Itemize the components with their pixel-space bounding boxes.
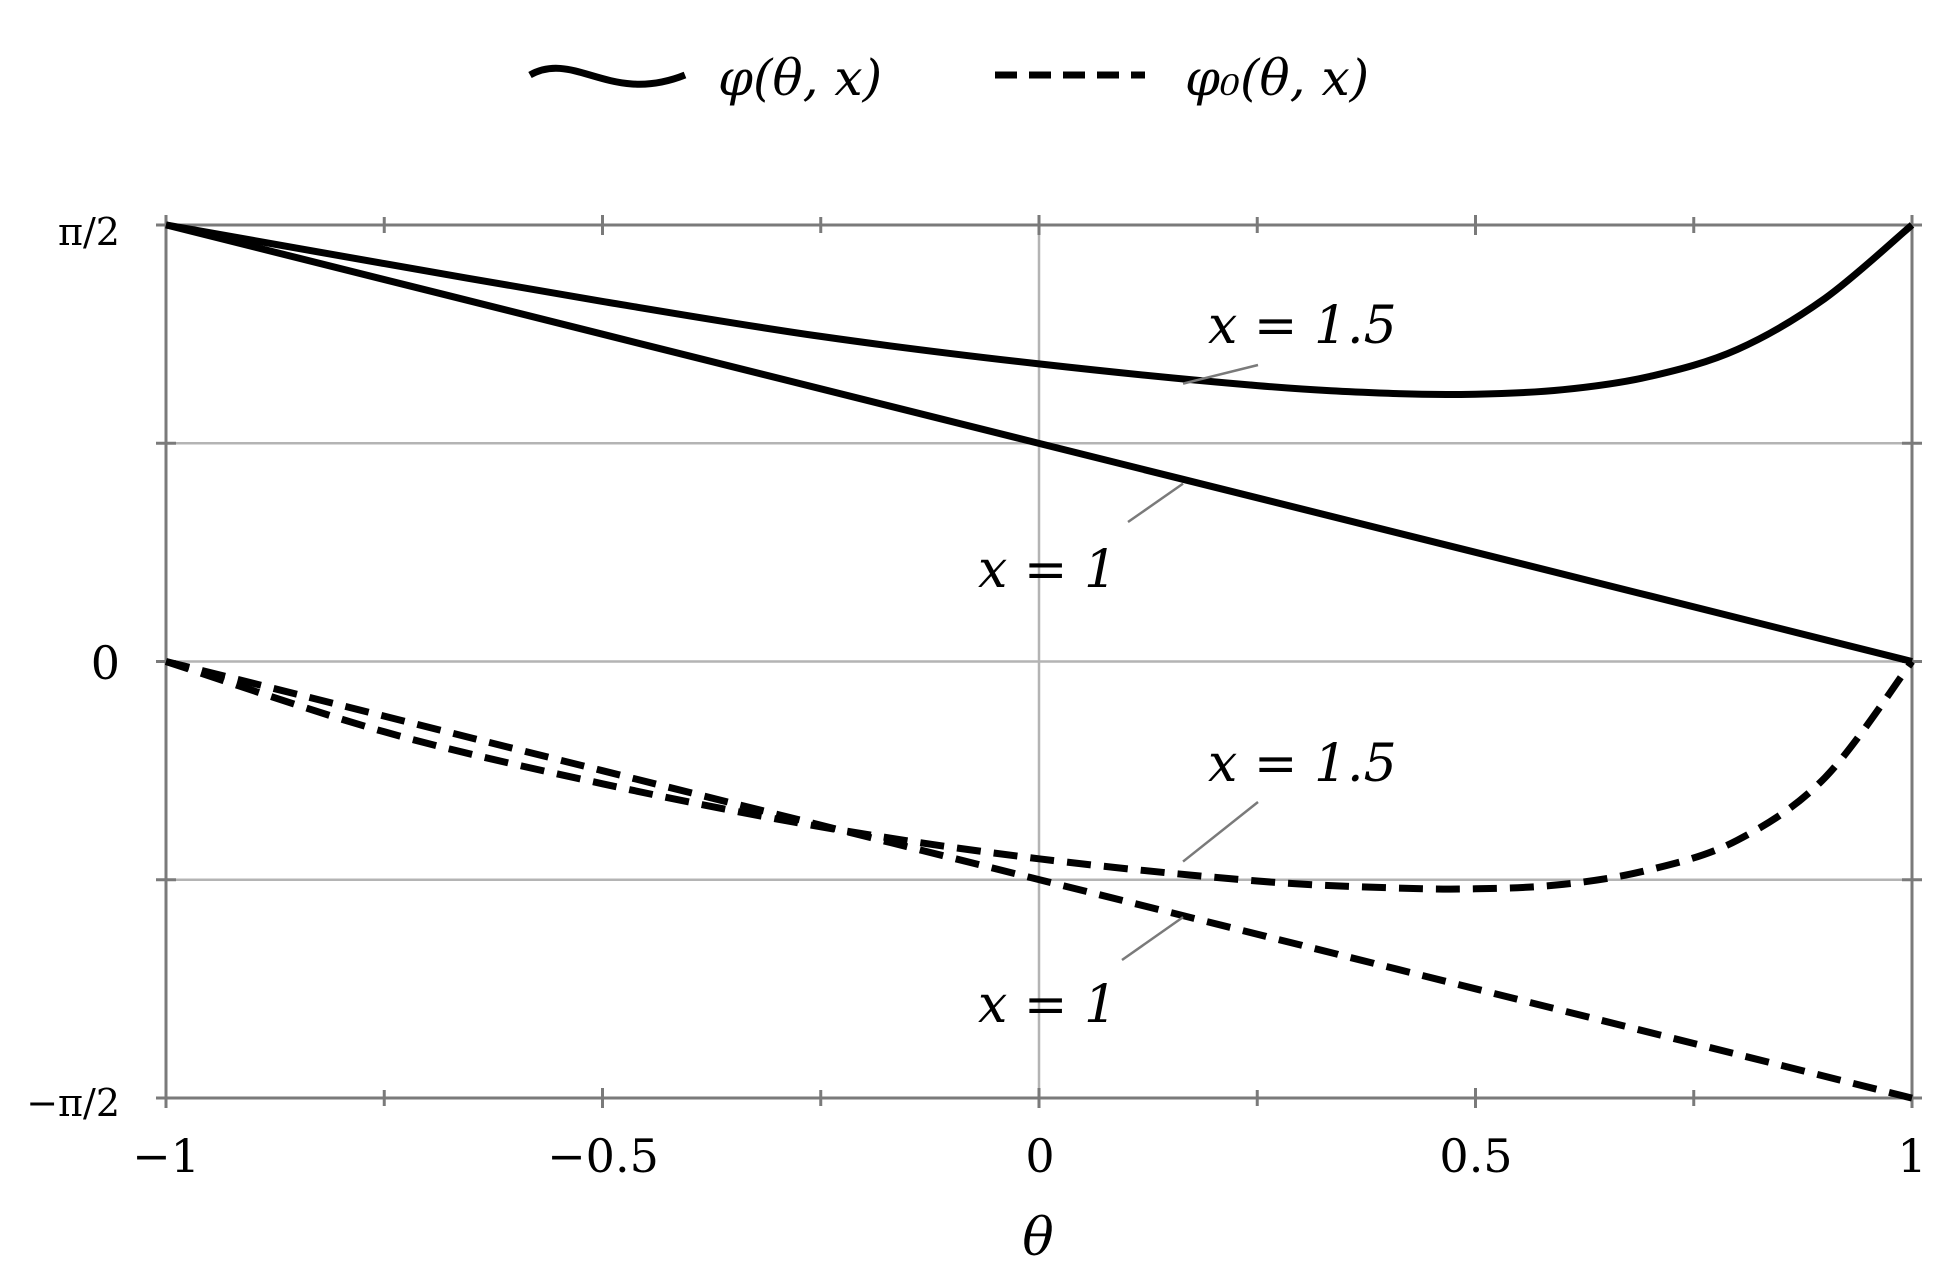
series-line-phi0-2 (164, 658, 1915, 893)
y-tick-label: 0 (91, 636, 120, 690)
curve-annotations (1121, 363, 1259, 962)
x-tick-label: 0.5 (1439, 1129, 1512, 1183)
annotation-leader-line (1121, 916, 1184, 962)
legend-label-phi: φ(θ, x) (718, 49, 882, 107)
x-tick-label: −0.5 (547, 1129, 659, 1183)
x-axis-label: θ (1022, 1208, 1053, 1268)
annotation-leader-line (1182, 801, 1259, 863)
annotation-solid-x15: x = 1.5 (1208, 296, 1397, 356)
x-tick-label: 0 (1025, 1129, 1054, 1183)
y-tick-label: −π/2 (26, 1081, 120, 1125)
x-tick-label: 1 (1897, 1129, 1926, 1183)
x-tick-label: −1 (132, 1129, 200, 1183)
y-tick-label: π/2 (58, 210, 120, 254)
annotation-dashed-x15: x = 1.5 (1208, 734, 1397, 794)
series-line-phi-1 (165, 221, 1913, 665)
annotation-solid-x1: x = 1 (978, 540, 1117, 600)
grid-lines (166, 225, 1912, 1098)
annotation-leader-line (1127, 482, 1184, 524)
legend: φ(θ, x) φ₀(θ, x) (528, 49, 1369, 107)
annotation-dashed-x1: x = 1 (978, 975, 1117, 1035)
legend-solid-swatch (528, 64, 687, 88)
annotation-leader-line (1182, 363, 1259, 385)
series-line-phi-0 (165, 221, 1915, 399)
series-line-phi0-3 (165, 658, 1913, 1102)
series-lines (164, 221, 1915, 1102)
legend-label-phi0: φ₀(θ, x) (1185, 49, 1369, 107)
